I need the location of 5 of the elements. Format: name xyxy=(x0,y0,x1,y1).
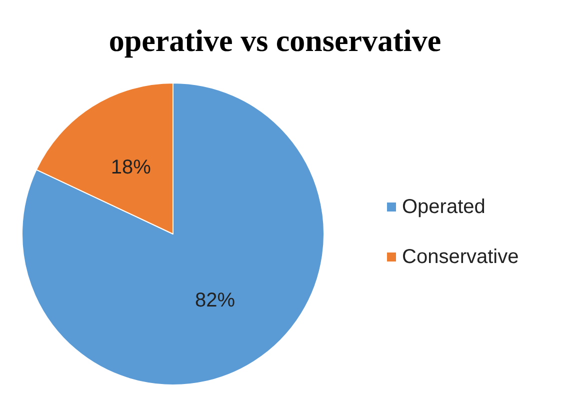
data-label: 18% xyxy=(110,156,152,179)
data-label: 82% xyxy=(195,289,236,312)
chart-title: operative vs conservative xyxy=(108,23,442,58)
legend-label: Conservative xyxy=(402,246,519,268)
legend-label: Operated xyxy=(402,196,486,218)
